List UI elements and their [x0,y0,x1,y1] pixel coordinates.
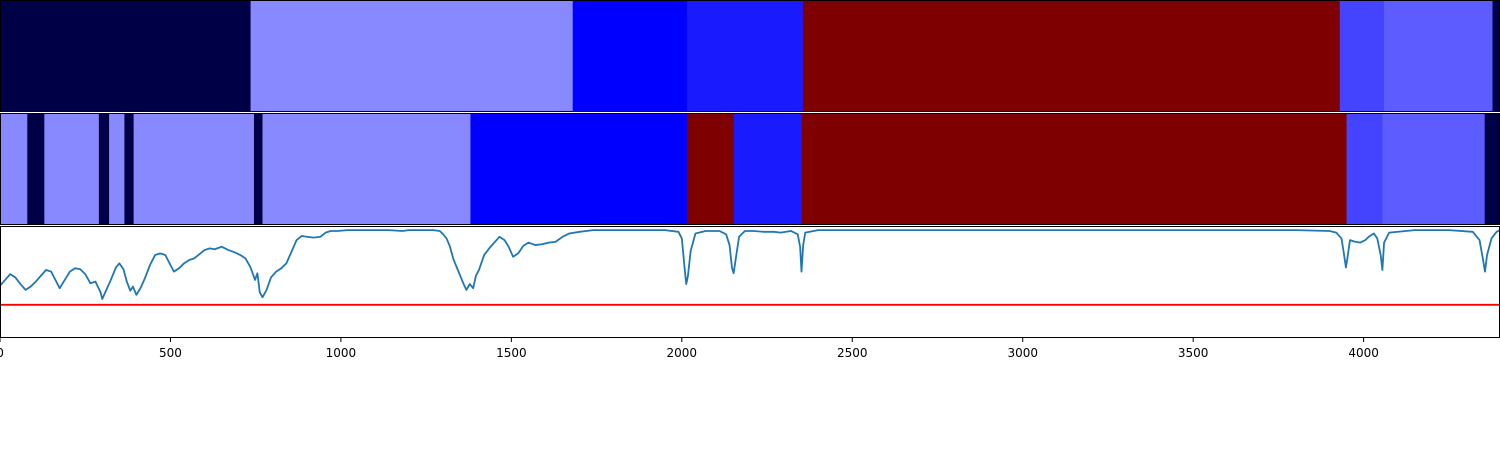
x-tick-label-0: 0 [0,346,4,360]
band-0-segment-5 [1339,0,1385,112]
band-1-segment-13 [1346,113,1383,225]
band-1-segment-6 [133,113,255,225]
band-0-segment-3 [686,0,804,112]
band-1-segment-10 [686,113,735,225]
band-1-segment-5 [124,113,135,225]
band-0-segment-2 [572,0,688,112]
band-1-segment-2 [44,113,100,225]
band-1-segment-11 [733,113,803,225]
panel-frame-2 [0,226,1500,338]
band-1-segment-12 [801,113,1348,225]
band-0-segment-6 [1384,0,1493,112]
x-tick-label-500: 500 [159,346,182,360]
band-0-segment-1 [250,0,574,112]
band-1-segment-7 [253,113,263,225]
band-1-segment-3 [98,113,110,225]
band-1-segment-9 [470,113,688,225]
x-tick-label-1500: 1500 [496,346,527,360]
band-1-segment-1 [27,113,45,225]
band-0-segment-4 [802,0,1341,112]
band-1-segment-8 [262,113,471,225]
x-tick-label-3500: 3500 [1178,346,1209,360]
band-1-segment-14 [1382,113,1486,225]
line-panel [0,229,1500,306]
band-1-segment-0 [0,113,28,225]
x-tick-label-2000: 2000 [667,346,698,360]
segment-band-top [0,0,1500,112]
series-line [0,229,1500,300]
x-tick-label-2500: 2500 [837,346,868,360]
band-0-segment-7 [1492,0,1500,112]
band-1-segment-4 [109,113,125,225]
band-0-segment-0 [0,0,252,112]
segment-band-middle [0,113,1500,225]
x-tick-label-4000: 4000 [1348,346,1379,360]
x-tick-label-3000: 3000 [1007,346,1038,360]
x-tick-label-1000: 1000 [326,346,357,360]
band-1-segment-15 [1484,113,1500,225]
x-axis: 0 500 1000 1500 2000 2500 3000 3500 4000 [0,338,1379,360]
